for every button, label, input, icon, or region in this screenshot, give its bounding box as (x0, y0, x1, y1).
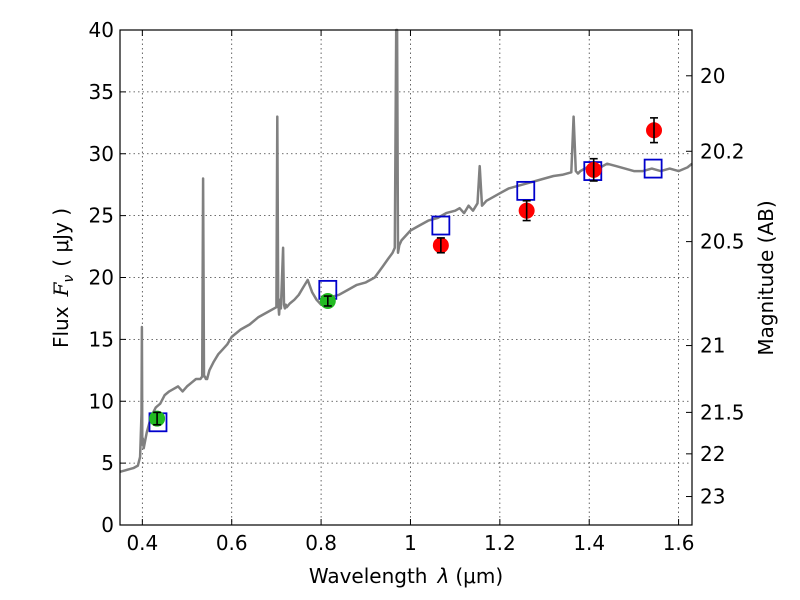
tick-labels: 0.4 0.6 0.8 1 1.2 1.4 1.6 0 5 10 15 20 25 30 35 40 20 20.… (89, 18, 745, 555)
y-axis-title-symbol: F (49, 281, 73, 297)
y-axis-title-subscript: ν (61, 275, 77, 283)
y-tick-label: 10 (89, 389, 114, 413)
x-tick-label: 1.2 (484, 531, 516, 555)
y2-tick-label: 21 (700, 334, 725, 358)
y2-tick-label: 20 (700, 64, 725, 88)
x-tick-label: 1.6 (663, 531, 695, 555)
x-axis-title-symbol: λ (437, 564, 450, 588)
y-tick-label: 35 (89, 80, 114, 104)
grid (120, 30, 692, 525)
x-tick-label: 1 (404, 531, 417, 555)
x-tick-label: 1.4 (573, 531, 605, 555)
x-tick-label: 0.6 (216, 531, 248, 555)
x-axis-title: Wavelength λ (μm) (309, 564, 503, 588)
y-tick-label: 15 (89, 327, 114, 351)
y-axis-title-text: Flux (49, 306, 73, 348)
plot-area (119, 28, 693, 474)
x-tick-label: 0.8 (305, 531, 337, 555)
y-tick-label: 25 (89, 204, 114, 228)
model-photometry-box (431, 215, 451, 236)
y-tick-label: 5 (101, 451, 114, 475)
y2-axis-title: Magnitude (AB) (754, 200, 778, 355)
axis-ticks (120, 29, 692, 526)
x-axis-title-text: Wavelength (309, 564, 428, 588)
y-tick-label: 30 (89, 142, 114, 166)
y-tick-label: 0 (101, 513, 114, 537)
y-axis-title: Flux Fν ( μJy ) (49, 208, 77, 348)
y-tick-label: 20 (89, 266, 114, 290)
y2-tick-label: 23 (700, 485, 725, 509)
y2-tick-label: 22 (700, 442, 725, 466)
x-axis-title-unit: (μm) (455, 564, 503, 588)
model-photometry-box (643, 158, 663, 179)
model-photometry-box (516, 180, 536, 201)
y2-tick-label: 20.5 (700, 230, 745, 254)
y2-tick-label: 20.2 (700, 139, 745, 163)
x-tick-label: 0.4 (126, 531, 158, 555)
y-tick-label: 40 (89, 18, 114, 42)
y2-tick-label: 21.5 (700, 400, 745, 424)
y-axis-title-unit: ( μJy ) (49, 208, 73, 267)
